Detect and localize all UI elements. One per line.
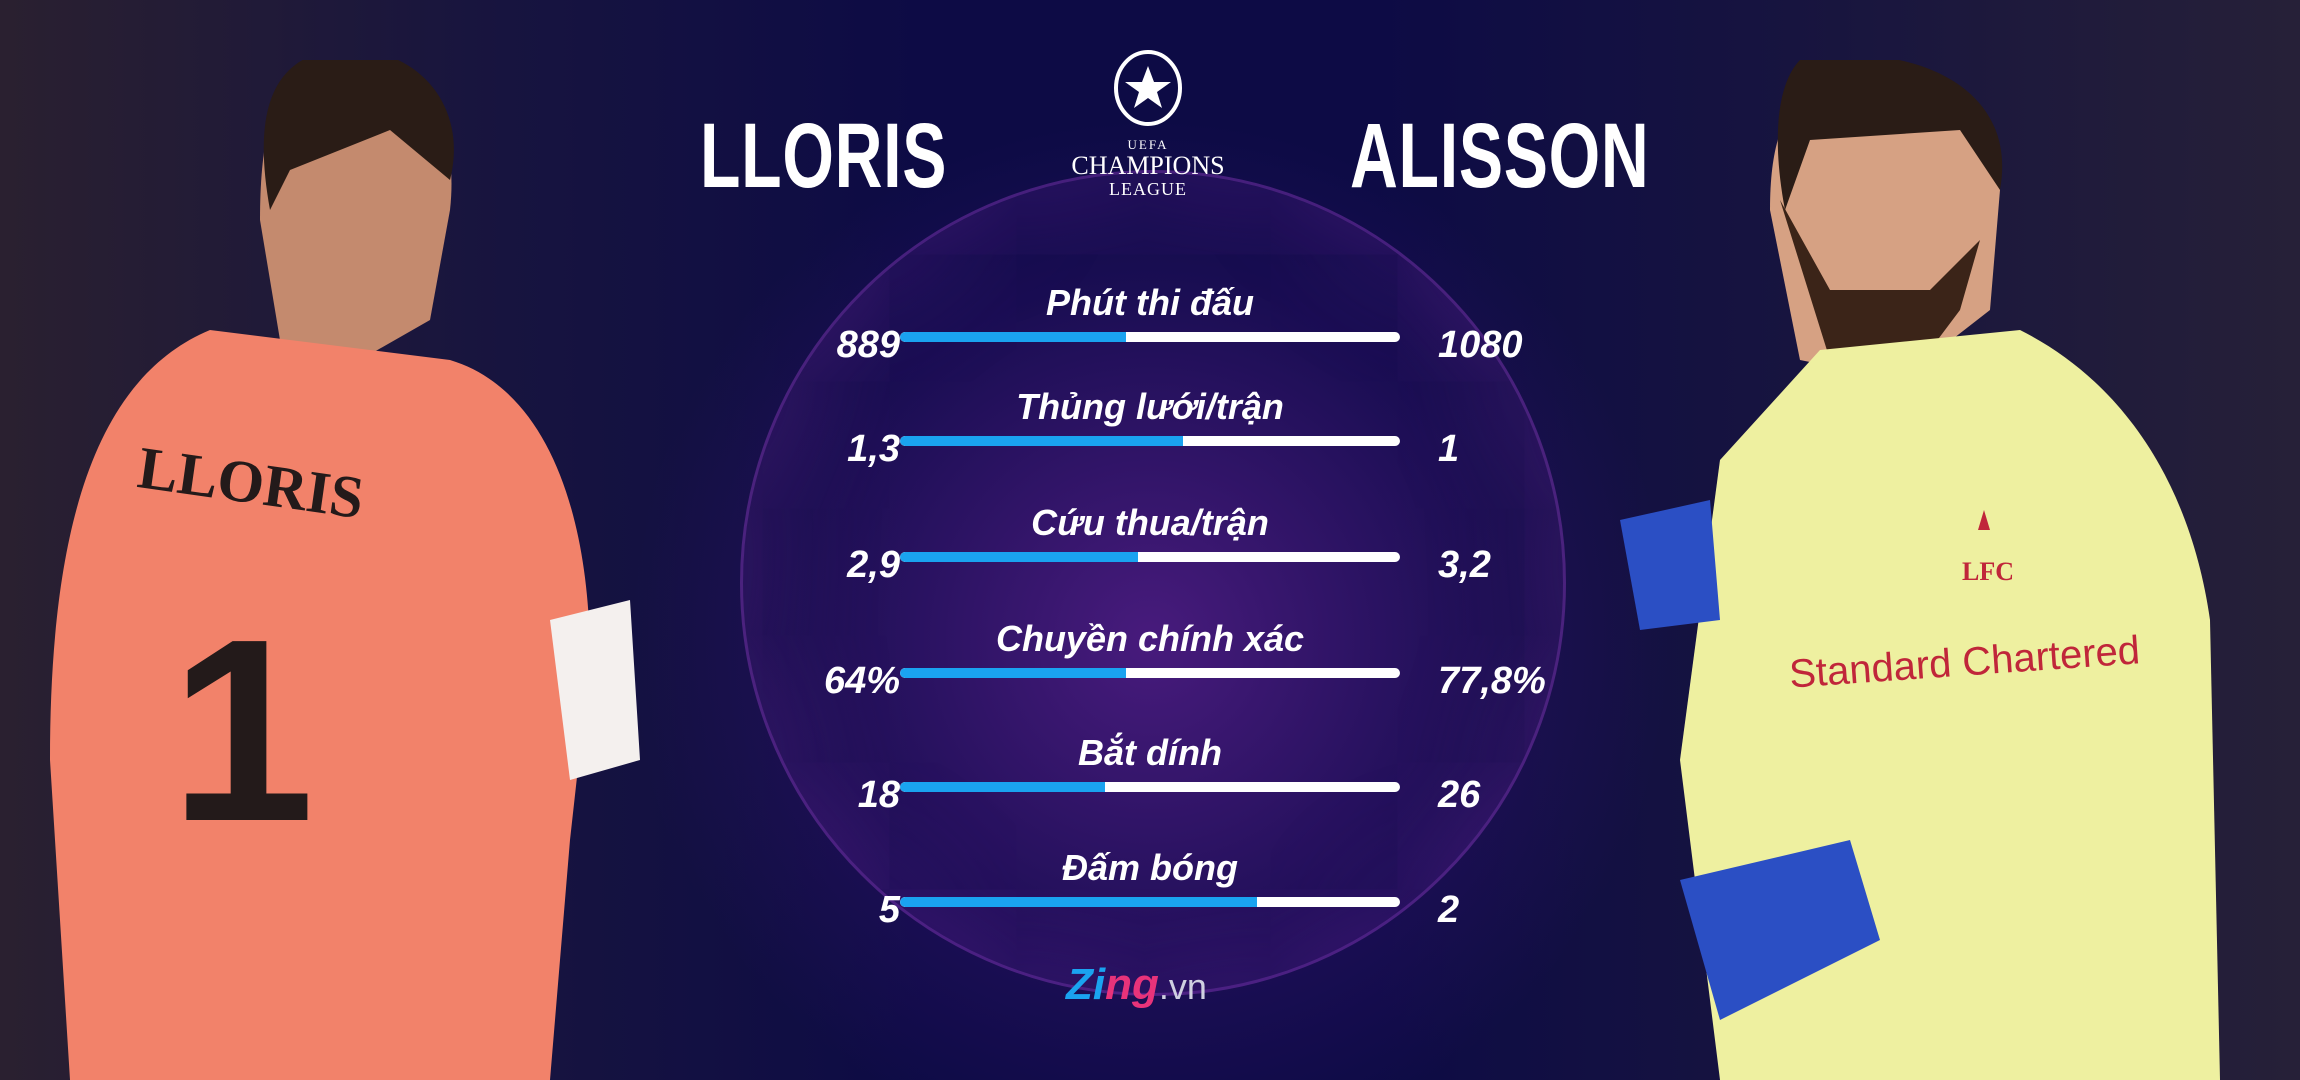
stat-label: Đấm bóng — [1062, 847, 1238, 888]
logo-uefa: UEFA — [1127, 137, 1169, 152]
stat-bar-fill — [900, 897, 1257, 907]
stat-bar — [900, 332, 1400, 342]
stat-row: Bắt dính 18 26 — [760, 732, 1540, 852]
jersey-club-alisson: LFC — [1962, 557, 2014, 586]
stat-label: Thủng lưới/trận — [1016, 386, 1284, 427]
zing-logo: Zing.vn — [1066, 960, 1207, 1010]
stat-bar — [900, 668, 1400, 678]
stat-bar — [900, 782, 1400, 792]
stat-row: Đấm bóng 5 2 — [760, 847, 1540, 967]
champions-league-ball-graphic — [740, 170, 1566, 996]
player-photo-lloris: LLORIS 1 — [50, 60, 640, 1080]
stat-value-right: 1 — [1438, 428, 1460, 470]
stat-label: Phút thi đấu — [1046, 282, 1254, 323]
stat-value-left: 5 — [878, 889, 900, 931]
jersey-number-lloris: 1 — [170, 586, 315, 876]
stat-bar-fill — [900, 552, 1138, 562]
stat-value-left: 2,9 — [847, 544, 900, 586]
stat-value-right: 2 — [1438, 889, 1460, 931]
champions-league-logo: UEFA CHAMPIONS LEAGUE — [1068, 48, 1228, 200]
brand-part2: ng — [1105, 960, 1159, 1009]
brand-suffix: .vn — [1158, 966, 1207, 1007]
stat-value-right: 26 — [1438, 774, 1481, 816]
stat-bar-fill — [900, 332, 1126, 342]
stat-row: Cứu thua/trận 2,9 3,2 — [760, 502, 1540, 622]
player-name-left: LLORIS — [700, 105, 948, 207]
stat-label: Chuyền chính xác — [995, 618, 1305, 659]
stat-row: Chuyền chính xác 64% 77,8% — [760, 618, 1546, 738]
player-name-right: ALISSON — [1350, 105, 1650, 207]
stat-row: Thủng lưới/trận 1,3 1 — [760, 386, 1540, 506]
stat-value-left: 889 — [836, 324, 900, 366]
stat-bar-fill — [900, 782, 1105, 792]
stat-value-right: 77,8% — [1438, 660, 1546, 702]
player-photo-alisson: Standard Chartered LFC — [1620, 60, 2220, 1080]
stat-row: Phút thi đấu 889 1080 — [760, 282, 1540, 402]
stat-value-right: 1080 — [1438, 324, 1523, 366]
stat-label: Cứu thua/trận — [1031, 502, 1269, 543]
stat-value-left: 1,3 — [847, 428, 900, 470]
stat-value-left: 18 — [857, 774, 900, 816]
stat-label: Bắt dính — [1078, 732, 1222, 773]
stat-bar — [900, 436, 1400, 446]
liverbird-icon — [1978, 510, 1990, 530]
logo-league: LEAGUE — [1109, 179, 1187, 199]
logo-champions: CHAMPIONS — [1071, 151, 1225, 180]
stat-value-left: 64% — [823, 660, 900, 702]
starball-icon — [1114, 50, 1182, 126]
stat-bar — [900, 897, 1400, 907]
stat-value-right: 3,2 — [1438, 544, 1491, 586]
stat-bar-fill — [900, 668, 1126, 678]
brand-part1: Zi — [1066, 960, 1106, 1009]
stat-bar-fill — [900, 436, 1183, 446]
stat-bar — [900, 552, 1400, 562]
